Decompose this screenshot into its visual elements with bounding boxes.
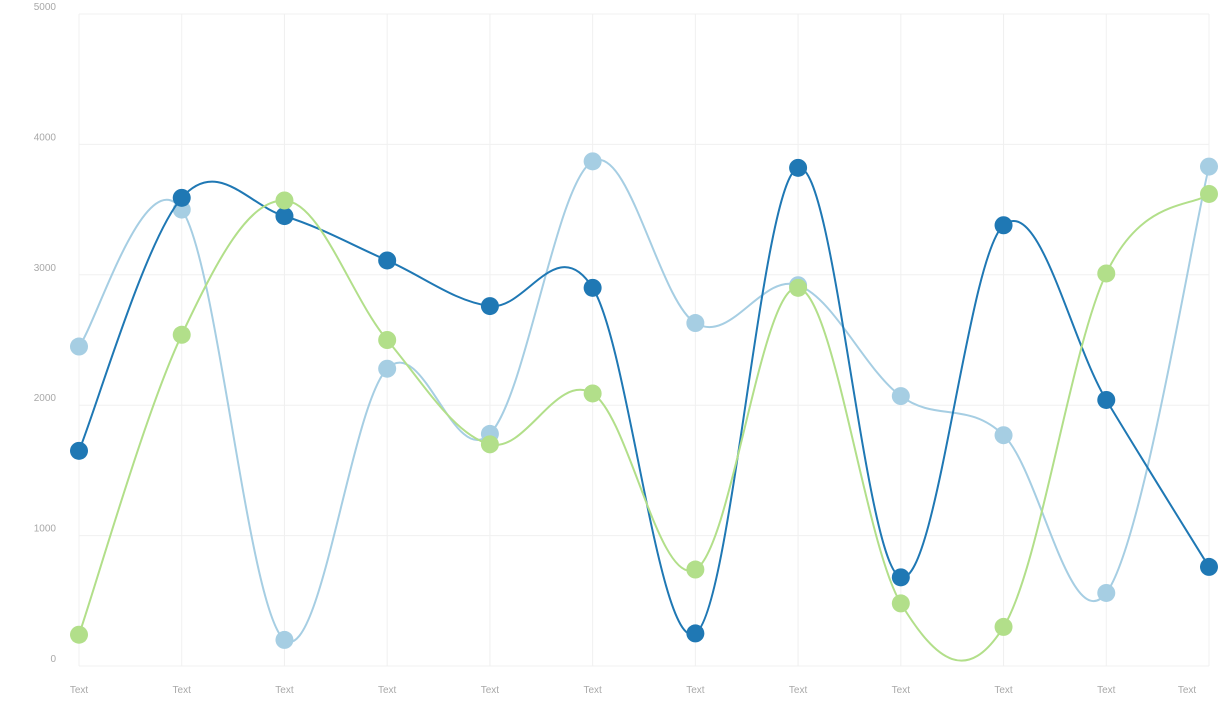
data-point[interactable] [686,624,705,643]
x-tick-label: Text [1178,685,1197,696]
data-point[interactable] [891,568,910,587]
data-point[interactable] [70,441,88,460]
data-point[interactable] [378,359,397,378]
data-point[interactable] [172,325,191,344]
x-tick-label: Text [173,685,192,696]
x-tick-label: Text [70,685,89,696]
data-point[interactable] [994,617,1013,636]
x-tick-label: Text [686,685,705,696]
x-tick-label: Text [275,685,294,696]
grid [78,13,1210,667]
data-point[interactable] [1097,390,1116,409]
data-point[interactable] [275,191,294,210]
data-point[interactable] [583,278,602,297]
data-point[interactable] [994,426,1013,445]
series-line [78,166,1210,636]
data-point[interactable] [686,560,705,579]
data-point[interactable] [891,387,910,406]
data-point[interactable] [378,331,397,349]
y-tick-label: 5000 [34,2,57,13]
data-point[interactable] [1097,583,1116,602]
x-tick-label: Text [1097,685,1116,696]
data-point[interactable] [1200,157,1218,176]
plot-area [70,152,1218,662]
y-tick-label: 0 [50,654,56,665]
data-point[interactable] [1097,264,1116,283]
data-point[interactable] [1200,557,1218,576]
x-tick-label: Text [892,685,911,696]
series-2 [70,158,1218,643]
x-tick-label: Text [994,685,1013,696]
data-point[interactable] [789,158,808,177]
data-point[interactable] [480,435,499,454]
y-axis: 0 1000 2000 3000 4000 5000 [34,2,57,665]
series-line [78,193,1210,662]
series-1 [70,152,1218,649]
data-point[interactable] [275,207,294,226]
data-point[interactable] [70,625,88,644]
x-tick-label: Text [378,685,397,696]
data-point[interactable] [891,594,910,613]
series-line [78,158,1210,643]
data-point[interactable] [994,216,1013,235]
data-point[interactable] [172,188,191,207]
data-point[interactable] [789,278,808,297]
y-tick-label: 2000 [34,393,57,404]
y-tick-label: 4000 [34,132,57,143]
x-tick-label: Text [481,685,500,696]
x-tick-label: Text [583,685,602,696]
data-point[interactable] [378,251,397,270]
series-3 [70,184,1218,662]
y-tick-label: 1000 [34,524,57,535]
data-point[interactable] [480,297,499,316]
data-point[interactable] [1200,184,1218,203]
x-tick-label: Text [789,685,808,696]
data-point[interactable] [686,314,705,333]
x-axis: Text Text Text Text Text Text Text Text Text Text… [70,685,1197,696]
data-point[interactable] [583,384,602,403]
data-point[interactable] [70,337,88,356]
y-tick-label: 3000 [34,263,57,274]
data-point[interactable] [275,630,294,649]
data-point[interactable] [583,152,602,171]
